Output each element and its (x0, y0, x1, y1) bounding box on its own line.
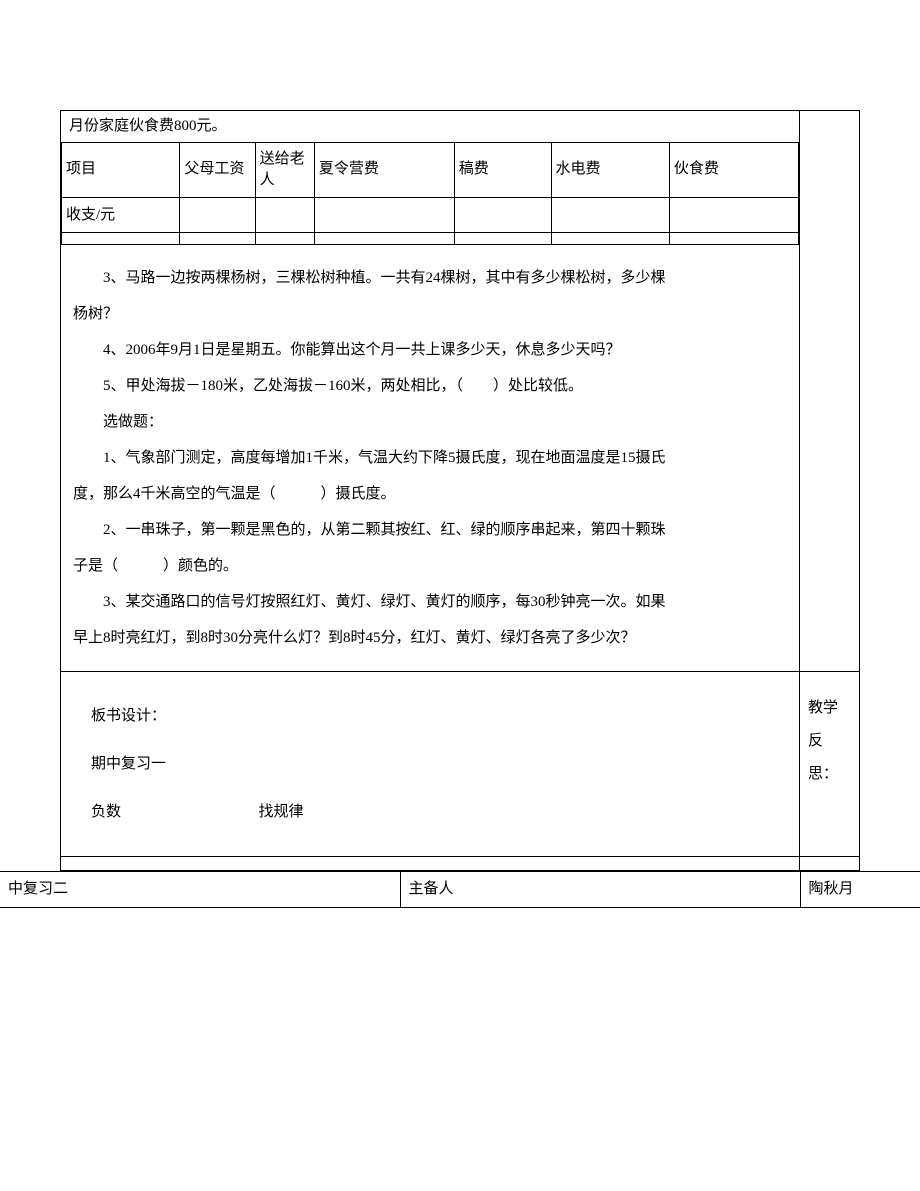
optional-2: 2、一串珠子，第一颗是黑色的，从第二颗其按红、红、绿的顺序串起来，第四十颗珠 (73, 512, 787, 548)
table-cell (551, 197, 669, 233)
question-4: 4、2006年9月1日是星期五。你能算出这个月一共上课多少天，休息多少天吗？ (73, 332, 787, 368)
header-salary: 父母工资 (180, 142, 255, 197)
table-cell (314, 233, 454, 245)
bottom-table: 中复习二 主备人 陶秋月 (0, 871, 920, 908)
table-cell (180, 233, 255, 245)
header-camp: 夏令营费 (314, 142, 454, 197)
question-3-cont: 杨树？ (73, 296, 787, 332)
board-pattern: 找规律 (259, 804, 304, 820)
side-cell-top (800, 111, 860, 672)
optional-3-cont: 早上8时亮红灯，到8时30分亮什么灯？到8时45分，红灯、黄灯、绿灯各亮了多少次… (73, 620, 787, 656)
header-utility: 水电费 (551, 142, 669, 197)
table-cell (551, 233, 669, 245)
main-layout-table: 月份家庭伙食费800元。 项目 父母工资 送给老人 夏令营费 稿费 水电费 伙食… (60, 110, 860, 871)
question-5: 5、甲处海拔－180米，乙处海拔－160米，两处相比，（ ）处比较低。 (73, 368, 787, 404)
table-cell (669, 197, 798, 233)
header-elderly: 送给老人 (255, 142, 314, 197)
table-cell (669, 233, 798, 245)
spacer-cell (800, 857, 860, 871)
board-line1: 期中复习一 (91, 740, 769, 788)
header-food: 伙食费 (669, 142, 798, 197)
optional-1-cont: 度，那么4千米高空的气温是（ ）摄氏度。 (73, 476, 787, 512)
expense-table: 项目 父母工资 送给老人 夏令营费 稿费 水电费 伙食费 收支/元 (61, 142, 799, 246)
optional-3: 3、某交通路口的信号灯按照红灯、黄灯、绿灯、黄灯的顺序，每30秒钟亮一次。如果 (73, 584, 787, 620)
table-cell (255, 233, 314, 245)
bottom-preparer-name: 陶秋月 (800, 872, 920, 908)
board-line2: 负数 找规律 (91, 788, 769, 836)
table-cell (180, 197, 255, 233)
bottom-preparer-label: 主备人 (400, 872, 800, 908)
bottom-title: 中复习二 (0, 872, 400, 908)
row-label: 收支/元 (62, 197, 180, 233)
question-3: 3、马路一边按两棵杨树，三棵松树种植。一共有24棵树，其中有多少棵松树，多少棵 (73, 260, 787, 296)
optional-label: 选做题： (73, 404, 787, 440)
optional-1: 1、气象部门测定，高度每增加1千米，气温大约下降5摄氏度，现在地面温度是15摄氏 (73, 440, 787, 476)
board-design-cell: 板书设计： 期中复习一 负数 找规律 (61, 672, 800, 857)
spacer-cell (61, 857, 800, 871)
board-title: 板书设计： (91, 692, 769, 740)
table-cell (454, 233, 551, 245)
optional-2-cont: 子是（ ）颜色的。 (73, 548, 787, 584)
table-cell (255, 197, 314, 233)
board-neg: 负数 (91, 804, 121, 820)
questions-block: 3、马路一边按两棵杨树，三棵松树种植。一共有24棵树，其中有多少棵松树，多少棵 … (61, 245, 799, 671)
table-cell (454, 197, 551, 233)
intro-text: 月份家庭伙食费800元。 (61, 111, 799, 142)
header-item: 项目 (62, 142, 180, 197)
table-cell (62, 233, 180, 245)
reflection-label: 教学反思： (808, 700, 838, 782)
reflection-cell: 教学反思： (800, 672, 860, 857)
header-fee: 稿费 (454, 142, 551, 197)
main-content-cell: 月份家庭伙食费800元。 项目 父母工资 送给老人 夏令营费 稿费 水电费 伙食… (61, 111, 800, 672)
table-cell (314, 197, 454, 233)
